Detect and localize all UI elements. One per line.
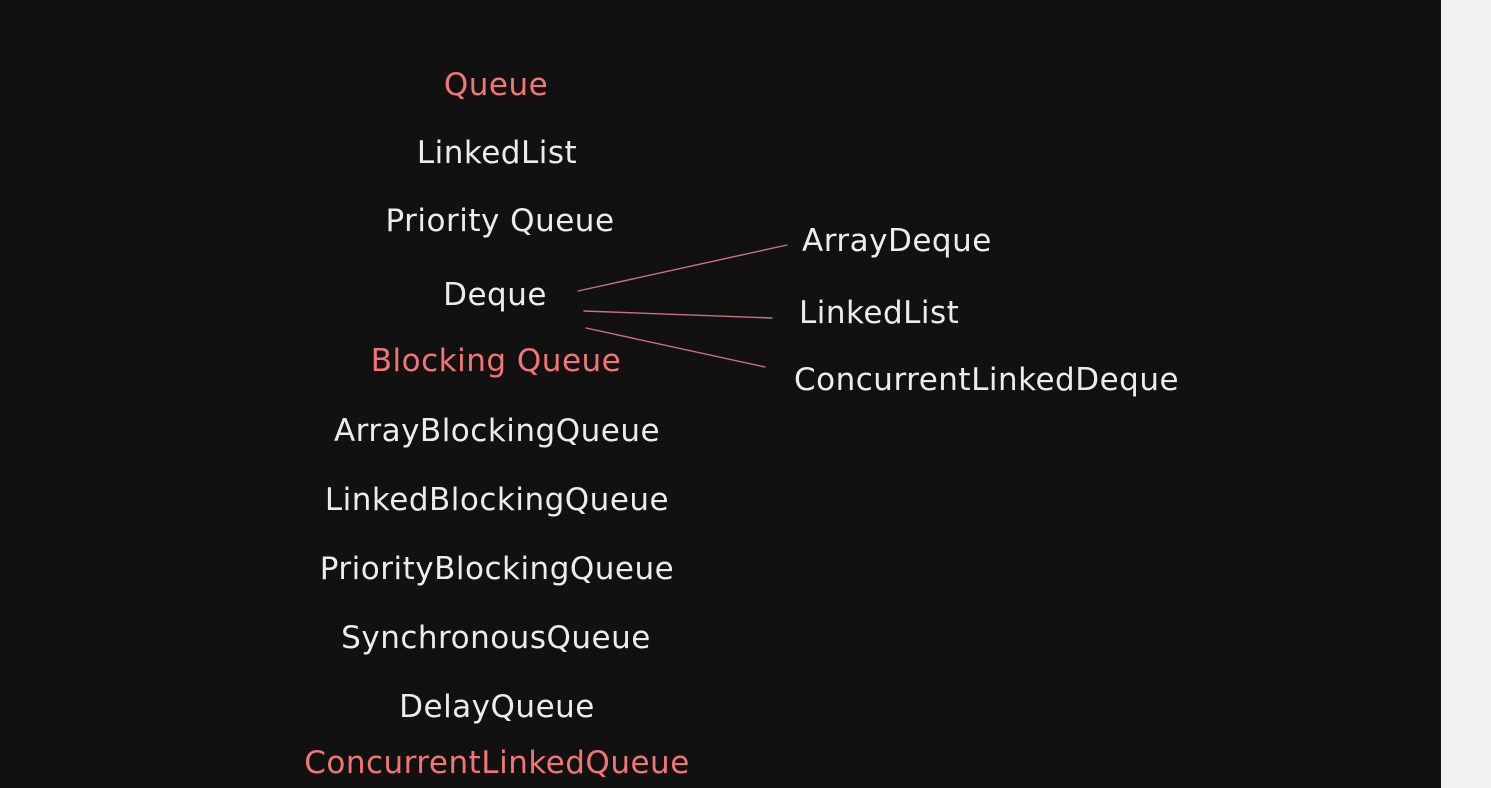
linkedlist-label: LinkedList [416, 135, 578, 171]
drawing-canvas: Queue LinkedList Priority Queue Deque Bl… [304, 67, 1180, 781]
queue-heading: Queue [443, 67, 549, 103]
priority-queue-label: Priority Queue [385, 203, 615, 239]
deque-connectors [577, 244, 788, 368]
linked-blocking-queue-label: LinkedBlockingQueue [324, 482, 670, 518]
array-blocking-queue-label: ArrayBlockingQueue [333, 413, 661, 449]
side-strip [1441, 0, 1491, 788]
connector-deque-linkedlist [583, 310, 773, 319]
deque-label: Deque [443, 277, 547, 313]
concurrent-linked-queue-heading: ConcurrentLinkedQueue [304, 745, 690, 781]
connector-deque-arraydeque [577, 244, 788, 292]
priority-blocking-queue-label: PriorityBlockingQueue [319, 551, 675, 587]
delay-queue-label: DelayQueue [399, 689, 595, 725]
deque-linkedlist-label: LinkedList [799, 295, 960, 331]
arraydeque-label: ArrayDeque [802, 223, 992, 259]
blocking-queue-heading: Blocking Queue [370, 343, 622, 379]
concurrent-linked-deque-label: ConcurrentLinkedDeque [794, 362, 1180, 398]
synchronous-queue-label: SynchronousQueue [341, 620, 651, 656]
